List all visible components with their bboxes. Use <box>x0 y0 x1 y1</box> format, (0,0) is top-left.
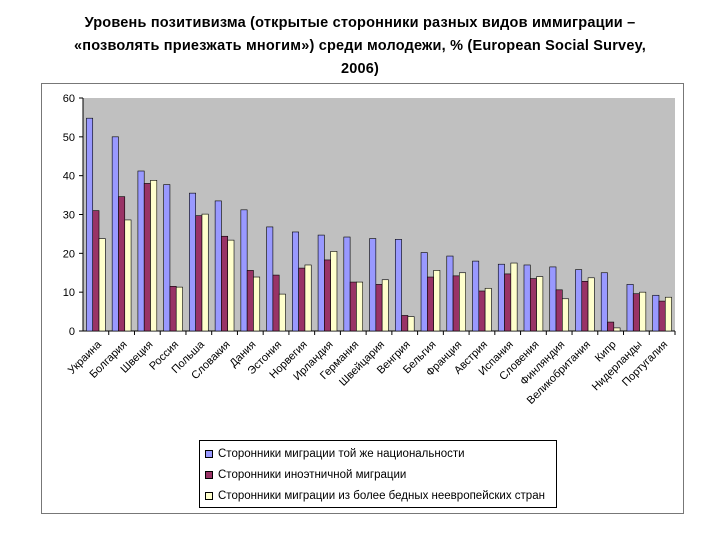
bar-3-3 <box>150 180 158 332</box>
bar-3-10 <box>330 251 338 332</box>
y-tick-label-0: 0 <box>69 326 75 338</box>
y-tick-label-40: 40 <box>63 171 75 183</box>
bar-1-1 <box>86 117 94 332</box>
bar-2-23 <box>658 300 666 332</box>
bar-2-10 <box>324 259 331 332</box>
y-tick-label-30: 30 <box>63 210 75 222</box>
bar-3-20 <box>587 277 595 332</box>
bar-3-11 <box>356 281 364 332</box>
bar-3-22 <box>639 291 647 332</box>
bar-2-19 <box>555 289 563 332</box>
bar-2-17 <box>504 273 512 332</box>
bar-2-3 <box>143 183 151 332</box>
bar-2-5 <box>195 215 203 332</box>
bar-3-13 <box>407 316 415 332</box>
bar-2-6 <box>221 235 229 332</box>
bar-1-6 <box>214 200 222 332</box>
bar-3-15 <box>459 272 466 332</box>
bar-2-8 <box>272 274 280 332</box>
bar-1-10 <box>317 234 325 332</box>
bar-2-9 <box>298 267 306 332</box>
bar-3-17 <box>510 262 518 332</box>
bar-1-3 <box>137 170 145 332</box>
bar-1-13 <box>394 239 402 332</box>
bar-2-22 <box>632 293 640 332</box>
bar-3-7 <box>253 276 261 332</box>
legend-label-same-nationality: Сторонники миграции той же национальност… <box>218 448 465 460</box>
bar-3-21 <box>613 327 621 332</box>
bar-2-2 <box>118 196 126 332</box>
bar-2-15 <box>452 275 460 332</box>
bar-3-6 <box>227 239 235 332</box>
bar-3-8 <box>278 293 286 332</box>
y-tick-label-20: 20 <box>63 248 75 260</box>
bar-3-18 <box>536 276 544 332</box>
bar-3-9 <box>304 264 312 332</box>
legend-label-poorer-non-european: Сторонники миграции из более бедных неев… <box>218 490 545 502</box>
bar-2-21 <box>607 321 615 332</box>
bar-2-18 <box>529 278 537 332</box>
bar-3-1 <box>98 238 106 332</box>
bar-2-4 <box>169 286 177 332</box>
chart-title-line-3: 2006) <box>340 61 380 77</box>
y-tick-label-50: 50 <box>63 132 75 144</box>
bar-1-14 <box>420 252 428 332</box>
bar-1-22 <box>626 284 634 332</box>
bar-1-23 <box>652 294 660 332</box>
bar-2-16 <box>478 290 486 332</box>
bar-2-1 <box>92 210 100 332</box>
bar-2-12 <box>375 284 383 332</box>
bar-1-8 <box>266 226 274 332</box>
legend-swatch-poorer-non-european <box>205 492 213 500</box>
bar-2-11 <box>349 281 357 332</box>
bar-3-4 <box>175 286 183 332</box>
legend-swatch-other-ethnic <box>205 471 213 479</box>
chart-title-line-2: «позволять приезжать многим») среди моло… <box>73 38 647 54</box>
bar-1-15 <box>446 255 454 332</box>
bar-1-9 <box>292 231 299 332</box>
legend-swatch-same-nationality <box>205 450 213 458</box>
y-tick-label-60: 60 <box>63 93 75 105</box>
bar-1-19 <box>549 266 557 332</box>
bar-3-2 <box>124 219 132 332</box>
bar-1-16 <box>472 260 480 332</box>
bar-1-17 <box>497 263 505 332</box>
bar-1-4 <box>163 184 171 332</box>
bar-2-13 <box>401 315 409 332</box>
chart-legend: Сторонники миграции той же национальност… <box>199 440 557 508</box>
bar-1-5 <box>189 192 196 332</box>
bar-1-11 <box>343 236 351 332</box>
chart-title-line-1: Уровень позитивизма (открытые сторонники… <box>84 15 636 31</box>
y-tick-label-10: 10 <box>63 287 75 299</box>
bar-1-20 <box>575 269 583 332</box>
bar-1-18 <box>523 264 531 332</box>
bar-1-12 <box>369 238 377 332</box>
chart-title: Уровень позитивизма (открытые сторонники… <box>20 12 700 81</box>
bar-1-7 <box>240 209 248 332</box>
bar-2-14 <box>427 276 434 332</box>
legend-label-other-ethnic: Сторонники иноэтничной миграции <box>218 469 407 481</box>
bar-3-16 <box>484 287 492 332</box>
bar-3-14 <box>433 270 441 332</box>
bar-3-5 <box>201 213 209 332</box>
bar-1-2 <box>111 136 119 332</box>
bar-3-23 <box>664 296 672 332</box>
bar-1-21 <box>600 272 608 332</box>
bar-2-7 <box>246 270 254 332</box>
bar-2-20 <box>581 280 589 332</box>
bar-3-12 <box>381 279 389 332</box>
bar-3-19 <box>562 298 569 332</box>
